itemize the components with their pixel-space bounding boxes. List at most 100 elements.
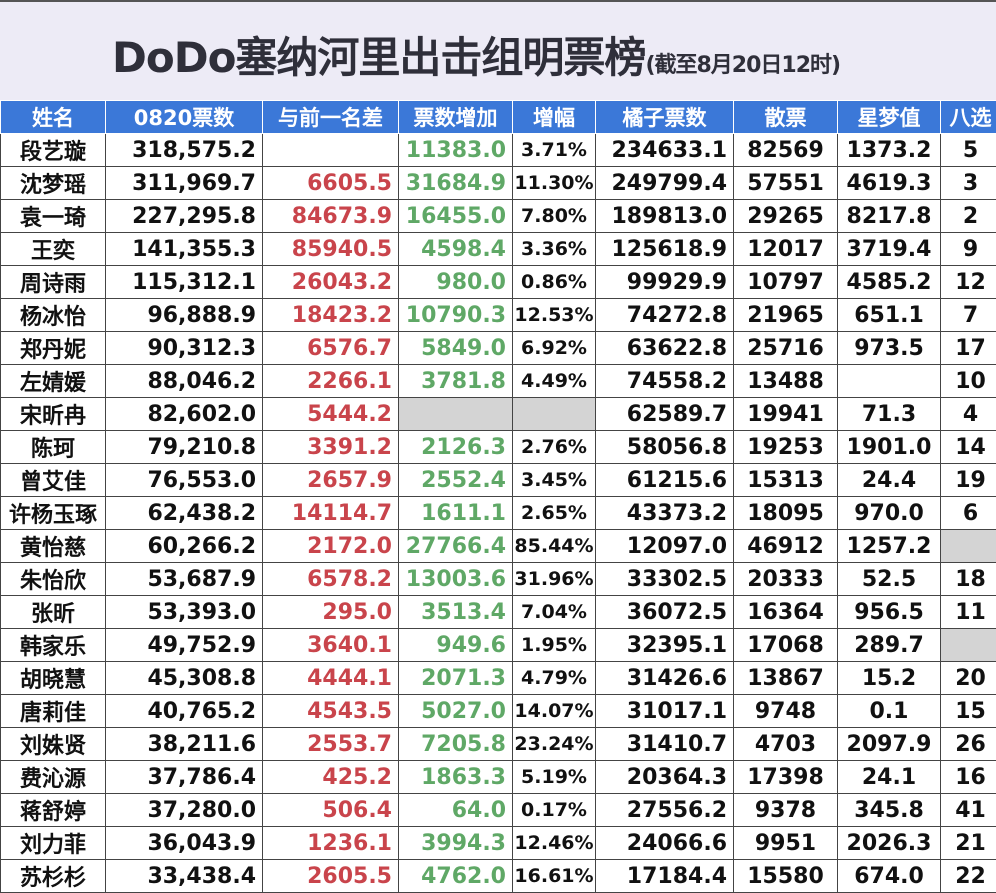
cell-name: 王奕 bbox=[1, 233, 106, 266]
cell-vote-increase: 949.6 bbox=[399, 629, 513, 662]
cell-top-eight: 14 bbox=[941, 431, 996, 464]
cell-gap-to-previous: 6605.5 bbox=[263, 167, 399, 200]
cell-name: 胡晓慧 bbox=[1, 662, 106, 695]
cell-top-eight bbox=[941, 530, 996, 563]
cell-growth-rate: 5.19% bbox=[513, 761, 596, 794]
cell-loose-votes: 15580 bbox=[734, 860, 838, 893]
cell-orange-votes: 234633.1 bbox=[596, 134, 734, 167]
cell-votes-0820: 62,438.2 bbox=[106, 497, 263, 530]
cell-gap-to-previous: 425.2 bbox=[263, 761, 399, 794]
cell-star-dream-value: 71.3 bbox=[838, 398, 941, 431]
cell-growth-rate: 0.86% bbox=[513, 266, 596, 299]
cell-orange-votes: 63622.8 bbox=[596, 332, 734, 365]
cell-gap-to-previous: 6578.2 bbox=[263, 563, 399, 596]
cell-votes-0820: 90,312.3 bbox=[106, 332, 263, 365]
cell-star-dream-value: 2097.9 bbox=[838, 728, 941, 761]
cell-loose-votes: 19253 bbox=[734, 431, 838, 464]
cell-star-dream-value: 24.1 bbox=[838, 761, 941, 794]
cell-vote-increase: 16455.0 bbox=[399, 200, 513, 233]
cell-name: 沈梦瑶 bbox=[1, 167, 106, 200]
cell-star-dream-value: 52.5 bbox=[838, 563, 941, 596]
cell-growth-rate: 7.04% bbox=[513, 596, 596, 629]
cell-loose-votes: 10797 bbox=[734, 266, 838, 299]
cell-orange-votes: 74272.8 bbox=[596, 299, 734, 332]
cell-loose-votes: 57551 bbox=[734, 167, 838, 200]
cell-growth-rate: 31.96% bbox=[513, 563, 596, 596]
cell-vote-increase: 64.0 bbox=[399, 794, 513, 827]
cell-orange-votes: 31410.7 bbox=[596, 728, 734, 761]
cell-vote-increase: 31684.9 bbox=[399, 167, 513, 200]
cell-top-eight: 9 bbox=[941, 233, 996, 266]
cell-growth-rate: 2.76% bbox=[513, 431, 596, 464]
cell-top-eight: 17 bbox=[941, 332, 996, 365]
cell-votes-0820: 40,765.2 bbox=[106, 695, 263, 728]
cell-loose-votes: 82569 bbox=[734, 134, 838, 167]
cell-growth-rate: 14.07% bbox=[513, 695, 596, 728]
cell-star-dream-value: 0.1 bbox=[838, 695, 941, 728]
cell-votes-0820: 36,043.9 bbox=[106, 827, 263, 860]
cell-vote-increase: 5849.0 bbox=[399, 332, 513, 365]
cell-top-eight: 19 bbox=[941, 464, 996, 497]
cell-star-dream-value: 1373.2 bbox=[838, 134, 941, 167]
cell-vote-increase: 4598.4 bbox=[399, 233, 513, 266]
cell-orange-votes: 12097.0 bbox=[596, 530, 734, 563]
cell-votes-0820: 115,312.1 bbox=[106, 266, 263, 299]
cell-orange-votes: 249799.4 bbox=[596, 167, 734, 200]
cell-orange-votes: 99929.9 bbox=[596, 266, 734, 299]
cell-orange-votes: 189813.0 bbox=[596, 200, 734, 233]
cell-name: 陈珂 bbox=[1, 431, 106, 464]
cell-votes-0820: 49,752.9 bbox=[106, 629, 263, 662]
cell-orange-votes: 24066.6 bbox=[596, 827, 734, 860]
cell-loose-votes: 19941 bbox=[734, 398, 838, 431]
cell-star-dream-value: 2026.3 bbox=[838, 827, 941, 860]
cell-loose-votes: 46912 bbox=[734, 530, 838, 563]
cell-top-eight bbox=[941, 629, 996, 662]
cell-orange-votes: 74558.2 bbox=[596, 365, 734, 398]
cell-name: 张昕 bbox=[1, 596, 106, 629]
column-header-name: 姓名 bbox=[1, 101, 106, 134]
cell-votes-0820: 60,266.2 bbox=[106, 530, 263, 563]
cell-loose-votes: 15313 bbox=[734, 464, 838, 497]
cell-votes-0820: 311,969.7 bbox=[106, 167, 263, 200]
cell-votes-0820: 96,888.9 bbox=[106, 299, 263, 332]
cell-gap-to-previous: 2172.0 bbox=[263, 530, 399, 563]
cell-growth-rate: 12.46% bbox=[513, 827, 596, 860]
cell-name: 朱怡欣 bbox=[1, 563, 106, 596]
cell-votes-0820: 88,046.2 bbox=[106, 365, 263, 398]
cell-vote-increase: 7205.8 bbox=[399, 728, 513, 761]
cell-votes-0820: 37,786.4 bbox=[106, 761, 263, 794]
cell-loose-votes: 29265 bbox=[734, 200, 838, 233]
cell-gap-to-previous: 4444.1 bbox=[263, 662, 399, 695]
cell-vote-increase: 3781.8 bbox=[399, 365, 513, 398]
column-header-gap-to-previous: 与前一名差 bbox=[263, 101, 399, 134]
cell-orange-votes: 33302.5 bbox=[596, 563, 734, 596]
cell-name: 周诗雨 bbox=[1, 266, 106, 299]
cell-loose-votes: 17398 bbox=[734, 761, 838, 794]
cell-vote-increase: 3994.3 bbox=[399, 827, 513, 860]
cell-gap-to-previous: 2266.1 bbox=[263, 365, 399, 398]
cell-loose-votes: 18095 bbox=[734, 497, 838, 530]
cell-name: 黄怡慈 bbox=[1, 530, 106, 563]
cell-votes-0820: 45,308.8 bbox=[106, 662, 263, 695]
cell-gap-to-previous: 84673.9 bbox=[263, 200, 399, 233]
cell-star-dream-value: 15.2 bbox=[838, 662, 941, 695]
cell-gap-to-previous: 2605.5 bbox=[263, 860, 399, 893]
cell-vote-increase: 2552.4 bbox=[399, 464, 513, 497]
cell-loose-votes: 25716 bbox=[734, 332, 838, 365]
cell-vote-increase: 1611.1 bbox=[399, 497, 513, 530]
cell-gap-to-previous: 1236.1 bbox=[263, 827, 399, 860]
cell-growth-rate: 4.79% bbox=[513, 662, 596, 695]
cell-top-eight: 21 bbox=[941, 827, 996, 860]
cell-name: 刘力菲 bbox=[1, 827, 106, 860]
